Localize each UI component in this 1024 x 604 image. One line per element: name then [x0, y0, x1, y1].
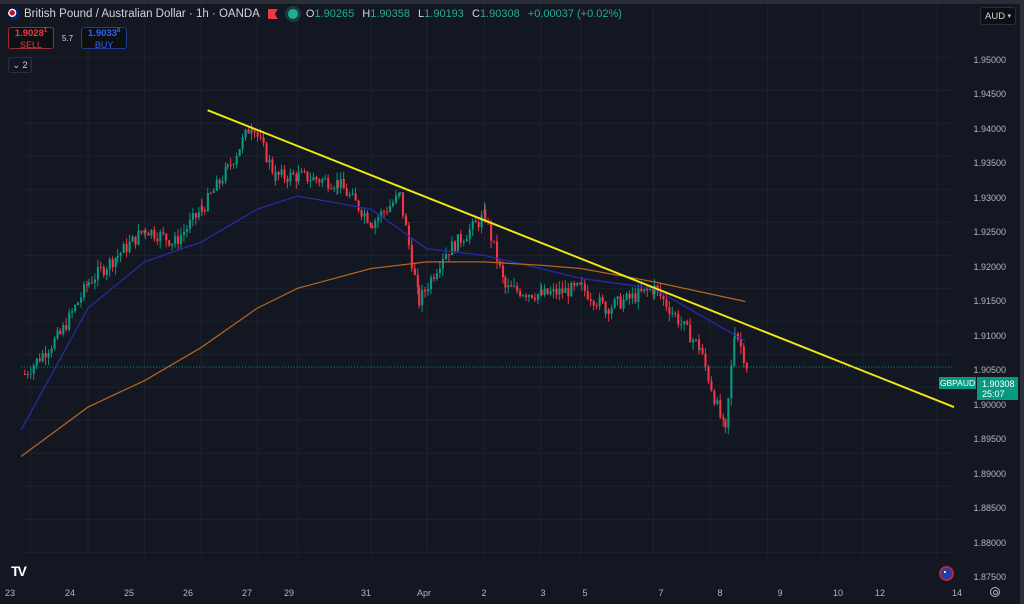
top-border — [0, 0, 1024, 4]
time-tick: 25 — [123, 588, 135, 598]
price-tick: 1.94500 — [973, 89, 1006, 100]
price-tick: 1.93000 — [973, 192, 1006, 203]
settings-gear-icon[interactable] — [990, 587, 1000, 597]
price-tick: 1.88500 — [973, 503, 1006, 514]
price-tick: 1.91000 — [973, 330, 1006, 341]
time-tick: 8 — [717, 588, 723, 598]
market-open-icon — [287, 9, 298, 19]
time-tick: 7 — [658, 588, 664, 598]
time-tick: 10 — [832, 588, 844, 598]
close-value: 1.90308 — [479, 8, 520, 20]
collapse-indicators-button[interactable]: ⌄ 2 — [8, 57, 32, 73]
time-tick: 27 — [241, 588, 253, 598]
time-tick: 24 — [64, 588, 76, 598]
gbp-aud-flag-icon — [8, 8, 20, 20]
symbol-title[interactable]: British Pound / Australian Dollar · 1h ·… — [24, 8, 260, 20]
price-tick: 1.91500 — [973, 296, 1006, 307]
change-value: +0.00037 (+0.02%) — [527, 8, 622, 20]
price-tick: 1.87500 — [973, 572, 1006, 583]
price-chart[interactable] — [0, 0, 975, 578]
price-tick: 1.94000 — [973, 123, 1006, 134]
time-tick: 2 — [481, 588, 487, 598]
price-tick: 1.93500 — [973, 158, 1006, 169]
time-tick: Apr — [416, 588, 432, 598]
price-tick: 1.88000 — [973, 537, 1006, 548]
right-scrollbar[interactable] — [1020, 0, 1024, 604]
australia-economic-event-icon[interactable] — [939, 566, 954, 581]
price-tick: 1.92000 — [973, 261, 1006, 272]
current-price-value: 1.90308 — [982, 379, 1015, 389]
time-tick: 29 — [283, 588, 295, 598]
current-price-tag: 1.90308 25:07 — [977, 377, 1018, 400]
tradingview-logo[interactable]: TV — [11, 563, 27, 579]
time-tick: 9 — [777, 588, 783, 598]
price-tick: 1.89500 — [973, 434, 1006, 445]
spread-value: 5.7 — [62, 33, 74, 43]
bar-countdown: 25:07 — [982, 389, 1005, 399]
time-tick: 3 — [540, 588, 546, 598]
time-tick: 26 — [182, 588, 194, 598]
chevron-down-icon: ▾ — [1007, 13, 1011, 20]
time-tick: 23 — [4, 588, 16, 598]
buy-button[interactable]: 1.90338 BUY — [81, 27, 128, 50]
price-tick: 1.95000 — [973, 55, 1006, 65]
currency-value: AUD — [985, 10, 1006, 22]
price-tick: 1.90000 — [973, 399, 1006, 410]
time-tick: 5 — [582, 588, 588, 598]
high-value: 1.90358 — [370, 8, 410, 20]
price-tick: 1.89000 — [973, 468, 1006, 479]
time-tick: 12 — [874, 588, 886, 598]
chart-legend: British Pound / Australian Dollar · 1h ·… — [8, 8, 627, 20]
price-tick: 1.90500 — [973, 365, 1006, 376]
time-tick: 14 — [951, 588, 963, 598]
price-tick: 1.92500 — [973, 227, 1006, 238]
sell-button[interactable]: 1.90281 SELL — [8, 27, 54, 50]
ohlc-values: O1.90265 H1.90358 L1.90193 C1.90308 +0.0… — [305, 8, 622, 20]
time-tick: 31 — [360, 588, 372, 598]
open-value: 1.90265 — [314, 8, 355, 20]
trade-panel: 1.90281 SELL 5.7 1.90338 BUY — [8, 27, 128, 50]
symbol-price-tag: GBPAUD — [939, 377, 976, 389]
low-value: 1.90193 — [424, 8, 464, 20]
flag-marker-icon[interactable] — [267, 9, 278, 19]
currency-select[interactable]: AUD ▾ — [980, 7, 1016, 25]
